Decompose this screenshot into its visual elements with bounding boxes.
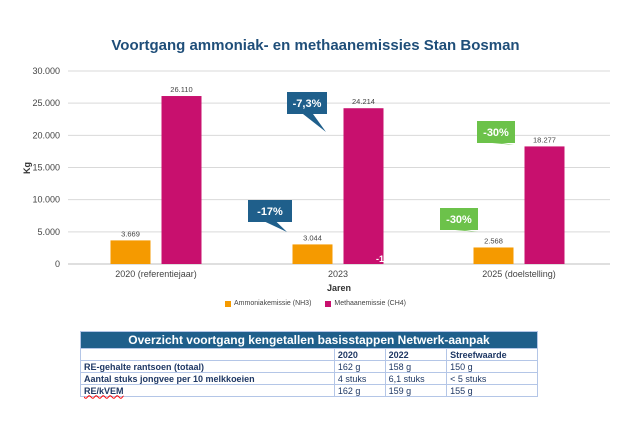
y-tick-label: 25.000: [32, 98, 60, 108]
data-label: 24.214: [352, 97, 375, 106]
callout-shape: [477, 121, 515, 145]
cell: 155 g: [446, 384, 538, 397]
table-row: RE/kVEM 162 g 159 g 155 g: [80, 384, 538, 397]
table-title: Overzicht voortgang kengetallen basissta…: [80, 331, 538, 349]
legend-item: Methaanemissie (CH4): [325, 300, 406, 307]
data-label: 26.110: [170, 85, 192, 94]
legend-label: Ammoniakemissie (NH3): [234, 300, 312, 307]
y-tick-label: 0: [55, 259, 60, 269]
row-label: RE/kVEM: [80, 384, 335, 397]
cell: 150 g: [446, 360, 538, 373]
y-tick-label: 10.000: [32, 195, 60, 205]
y-tick-label: 30.000: [32, 66, 60, 76]
x-axis-label: Jaren: [327, 283, 351, 293]
cell: 162 g: [333, 384, 386, 397]
legend: Ammoniakemissie (NH3) Methaanemissie (CH4…: [0, 300, 631, 307]
header-cell: 2020: [333, 348, 386, 361]
data-label: 3.044: [303, 233, 322, 242]
table-row: Aantal stuks jongvee per 10 melkkoeien 4…: [80, 372, 538, 385]
table-header-row: 2020 2022 Streefwaarde: [80, 348, 538, 361]
y-axis-label: Kg: [22, 162, 32, 174]
callout-shape: [248, 200, 292, 232]
callout-shape: [440, 208, 478, 232]
header-cell: Streefwaarde: [446, 348, 538, 361]
row-label: RE-gehalte rantsoen (totaal): [80, 360, 335, 373]
cell: 6,1 stuks: [384, 372, 448, 385]
y-tick-label: 5.000: [37, 227, 60, 237]
callout-shape: [287, 92, 327, 132]
bar-ch4: [524, 146, 565, 264]
bar-nh3: [473, 247, 514, 264]
x-tick-label: 2020 (referentiejaar): [115, 269, 197, 279]
bar-nh3: [292, 244, 333, 264]
callout-text: -30%: [446, 214, 472, 226]
row-label-text: RE/kVEM: [84, 385, 124, 396]
bar-chart: 0 5.000 10.000 15.000 20.000 25.000 30.000 Kg Ja…: [22, 66, 610, 293]
x-tick-label: 2023: [328, 269, 348, 279]
legend-label: Methaanemissie (CH4): [334, 300, 406, 307]
cell: < 5 stuks: [446, 372, 538, 385]
cell: 159 g: [384, 384, 448, 397]
legend-swatch: [225, 300, 231, 307]
x-tick-label: 2025 (doelstelling): [482, 269, 556, 279]
cell: 158 g: [384, 360, 448, 373]
legend-item: Ammoniakemissie (NH3): [225, 300, 311, 307]
data-label: 18.277: [533, 135, 556, 144]
y-tick-label: 15.000: [32, 163, 60, 173]
bar-ch4: [161, 96, 202, 264]
callout-text: -7,3%: [293, 98, 322, 110]
truncated-label: -1: [376, 254, 384, 264]
bar-nh3: [110, 240, 151, 264]
cell: 4 stuks: [333, 372, 386, 385]
row-label: Aantal stuks jongvee per 10 melkkoeien: [80, 372, 335, 385]
callout-text: -17%: [257, 206, 283, 218]
cell: 162 g: [333, 360, 386, 373]
header-cell: 2022: [384, 348, 448, 361]
bar-ch4: [343, 108, 384, 264]
data-label: 3.669: [121, 229, 140, 238]
chart-title: Voortgang ammoniak- en methaanemissies S…: [111, 37, 520, 54]
data-label: 2.568: [484, 236, 503, 245]
y-tick-label: 20.000: [32, 130, 60, 140]
kengetallen-table: Overzicht voortgang kengetallen basissta…: [80, 331, 538, 397]
header-cell: [80, 348, 335, 361]
table-row: RE-gehalte rantsoen (totaal) 162 g 158 g…: [80, 360, 538, 373]
callout-text: -30%: [483, 127, 509, 139]
legend-swatch: [325, 300, 332, 307]
